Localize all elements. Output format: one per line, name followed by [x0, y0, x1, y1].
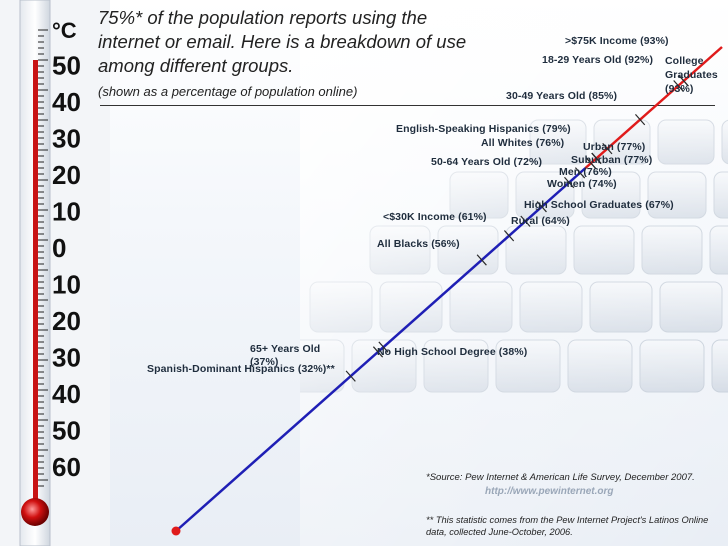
group-tick-mark: [503, 230, 515, 242]
group-tick-mark: [520, 215, 531, 227]
scale-origin-dot: [171, 526, 181, 536]
group-label: English-Speaking Hispanics (79%): [396, 123, 571, 135]
group-tick-mark: [602, 143, 613, 155]
group-label: No High School Degree (38%): [377, 346, 528, 358]
thermometer-image: °C 50 40 30 20 10 0 10 20 30 40 50 60: [0, 0, 110, 546]
group-label: High School Graduates (67%): [524, 199, 674, 211]
thermometer-scale-number: 20: [52, 160, 81, 190]
thermometer-scale-number: 10: [52, 270, 81, 300]
group-label: All Whites (76%): [481, 137, 565, 149]
group-label: College Graduates (93%): [665, 55, 718, 95]
thermometer-scale-number: °C: [52, 18, 77, 43]
group-label: 30-49 Years Old (85%): [506, 90, 618, 102]
thermometer-scale-number: 50: [52, 416, 81, 446]
below-average-line: [175, 167, 587, 532]
chart-title: 75%* of the population reports using the…: [98, 7, 467, 76]
group-label: Women (74%): [547, 178, 617, 190]
footnote: ** This statistic comes from the Pew Int…: [426, 515, 709, 537]
source-url[interactable]: http://www.pewinternet.org: [485, 486, 614, 497]
group-label: Suburban (77%): [571, 154, 653, 166]
thermometer-scale-number: 40: [52, 87, 81, 117]
group-label: All Blacks (56%): [377, 238, 460, 250]
group-label: <$30K Income (61%): [383, 211, 487, 223]
chart-subtitle: (shown as a percentage of population onl…: [98, 84, 358, 99]
group-tick-mark: [476, 254, 487, 266]
thermometer-scale-number: 60: [52, 452, 81, 482]
group-label: Spanish-Dominant Hispanics (32%)**: [147, 363, 335, 375]
group-tick-mark: [536, 201, 547, 213]
thermometer-scale-number: 0: [52, 233, 66, 263]
group-tick-mark: [591, 152, 602, 164]
keyboard-background-image: [300, 0, 728, 546]
group-tick-mark: [635, 113, 646, 126]
thermometer-scale-number: 40: [52, 379, 81, 409]
group-label: Rural (64%): [511, 215, 570, 227]
group-tick-mark: [378, 341, 389, 353]
thermometer-scale-number: 30: [52, 343, 81, 373]
thermometer-scale-number: 50: [52, 51, 81, 81]
group-label: 50-64 Years Old (72%): [431, 156, 543, 168]
group-tick-mark: [372, 346, 384, 358]
group-tick-mark: [345, 370, 356, 382]
group-label: >$75K Income (93%): [565, 35, 669, 47]
above-average-line: [584, 46, 723, 169]
thermometer-scale-number: 20: [52, 306, 81, 336]
group-label: 18-29 Years Old (92%): [542, 54, 654, 66]
group-tick-mark: [564, 176, 575, 189]
group-label: 65+ Years Old (37%): [250, 343, 321, 368]
group-tick-mark: [574, 167, 586, 179]
group-tick-mark: [585, 157, 597, 169]
group-tick-mark: [678, 75, 689, 87]
title-divider: [100, 105, 715, 106]
thermometer-scale-number: 10: [52, 197, 81, 227]
group-label: Urban (77%): [583, 141, 646, 153]
thermometer-scale-number: 30: [52, 124, 81, 154]
source-citation: *Source: Pew Internet & American Life Su…: [426, 472, 695, 483]
group-label: Men (76%): [559, 166, 612, 178]
group-tick-mark: [673, 80, 684, 92]
